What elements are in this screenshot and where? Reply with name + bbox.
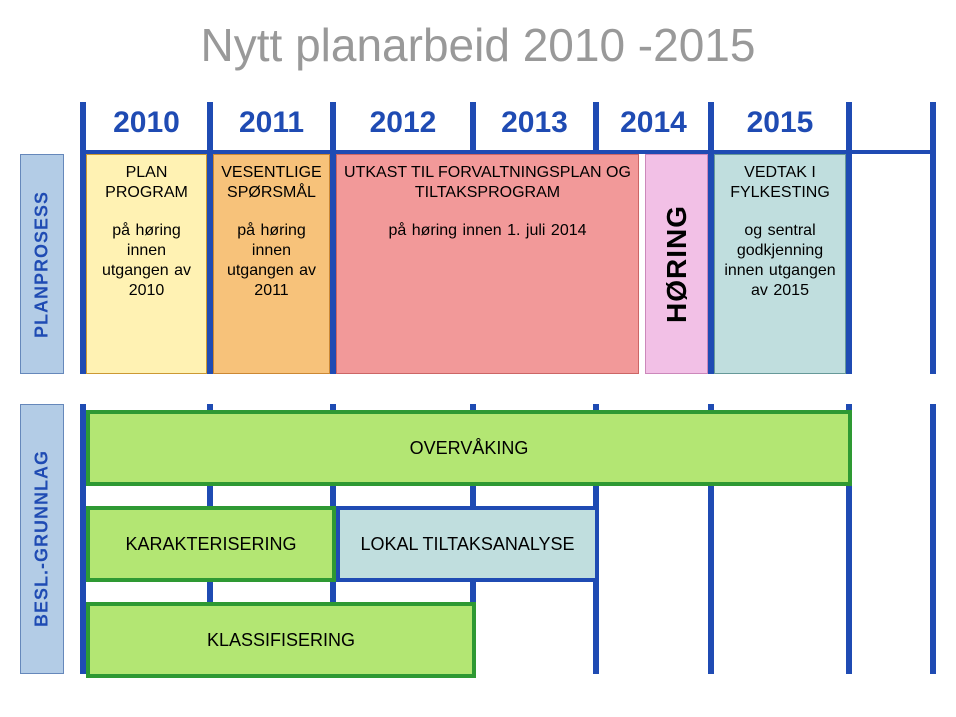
page-title: Nytt planarbeid 2010 -2015 [0,0,956,102]
year-2010: 2010 [86,102,207,150]
year-2015: 2015 [714,102,846,150]
phase-plan-program: PLAN PROGRAM på høring innen utgangen av … [86,154,207,374]
gridline [930,404,936,674]
phase-utkast-title: UTKAST TIL FORVALTNINGSPLAN OG TILTAKSPR… [343,163,632,203]
phase-plan-program-title: PLAN PROGRAM [93,163,200,203]
activity-tiltaksanalyse: LOKAL TILTAKSANALYSE [336,506,599,582]
phase-vedtak-title: VEDTAK I FYLKESTING [721,163,839,203]
activity-klassifisering: KLASSIFISERING [86,602,476,678]
phase-utkast-body: på høring innen 1. juli 2014 [343,221,632,241]
phase-horing-label: HØRING [646,155,707,373]
year-2014: 2014 [599,102,708,150]
activity-karakterisering: KARAKTERISERING [86,506,336,582]
row-label-planprosess: PLANPROSESS [20,154,64,374]
year-2013: 2013 [476,102,593,150]
phase-vesentlige-title: VESENTLIGE SPØRSMÅL [220,163,323,203]
phase-plan-program-body: på høring innen utgangen av 2010 [93,221,200,301]
year-2011: 2011 [213,102,330,150]
activity-overvaking-label: OVERVÅKING [410,438,529,459]
activity-karakterisering-label: KARAKTERISERING [125,534,296,555]
gridline [930,102,936,374]
year-2012: 2012 [336,102,470,150]
phase-vedtak-body: og sentral godkjenning innen utgangen av… [721,221,839,301]
phase-utkast: UTKAST TIL FORVALTNINGSPLAN OG TILTAKSPR… [336,154,639,374]
activity-klassifisering-label: KLASSIFISERING [207,630,355,651]
gridline [846,102,852,374]
phase-vesentlige-body: på høring innen utgangen av 2011 [220,221,323,301]
phase-vedtak: VEDTAK I FYLKESTING og sentral godkjennin… [714,154,846,374]
activity-overvaking: OVERVÅKING [86,410,852,486]
row-label-grunnlag: BESL.-GRUNNLAG [20,404,64,674]
activity-tiltaksanalyse-label: LOKAL TILTAKSANALYSE [360,534,574,555]
timeline-chart: 201020112012201320142015PLANPROSESSBESL.… [80,102,940,674]
phase-vesentlige: VESENTLIGE SPØRSMÅL på høring innen utgan… [213,154,330,374]
phase-horing: HØRING [645,154,708,374]
